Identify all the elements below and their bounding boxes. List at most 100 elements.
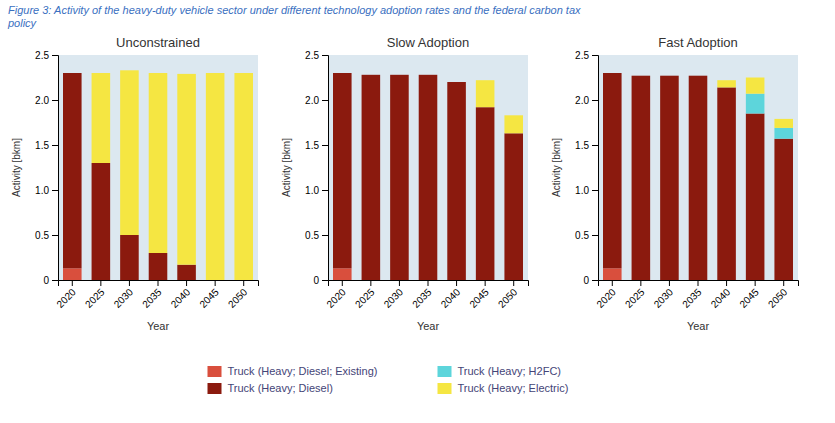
tick-mark xyxy=(52,190,58,191)
bar xyxy=(447,82,466,83)
bar xyxy=(149,253,168,280)
tick-label: 0 xyxy=(313,275,319,286)
tick: 1.0 xyxy=(575,185,598,196)
tick-label: 2040 xyxy=(169,286,193,310)
legend-swatch xyxy=(208,366,222,377)
bar xyxy=(63,73,82,268)
tick: 0 xyxy=(43,275,58,286)
tick: 2045 xyxy=(467,280,491,310)
bar xyxy=(632,75,651,76)
tick-label: 2045 xyxy=(197,286,221,310)
tick-mark xyxy=(52,280,58,281)
bar xyxy=(177,74,196,265)
tick-label: 2.5 xyxy=(35,50,49,61)
bar xyxy=(362,75,381,280)
bar xyxy=(746,78,765,94)
tick-mark xyxy=(783,280,784,286)
series xyxy=(746,94,793,139)
tick-mark xyxy=(215,280,216,286)
tick: 2030 xyxy=(112,280,136,310)
tick-label: 2020 xyxy=(324,286,348,310)
tick-mark xyxy=(726,280,727,286)
tick-mark xyxy=(399,280,400,286)
legend-swatch xyxy=(438,366,452,377)
tick-label: 0.5 xyxy=(35,230,49,241)
tick-label: 2030 xyxy=(652,286,676,310)
bar xyxy=(447,82,466,280)
tick: 2035 xyxy=(410,280,434,310)
bar xyxy=(390,74,409,75)
tick-label: 2.5 xyxy=(575,50,589,61)
tick: 2025 xyxy=(83,280,107,310)
bar xyxy=(746,94,765,114)
tick-mark xyxy=(52,145,58,146)
tick-label: 2040 xyxy=(439,286,463,310)
y-axis: 00.51.01.52.02.5 xyxy=(575,50,598,286)
tick: 2040 xyxy=(439,280,463,310)
tick-label: 2050 xyxy=(496,286,520,310)
tick: 2020 xyxy=(324,280,348,310)
bars xyxy=(603,73,793,280)
tick: 2045 xyxy=(197,280,221,310)
y-axis-title: Activity [bkm] xyxy=(281,138,292,197)
tick-mark xyxy=(669,280,670,286)
legend-swatch xyxy=(438,383,452,394)
bar xyxy=(603,73,622,74)
tick-mark xyxy=(52,100,58,101)
y-axis: 00.51.01.52.02.5 xyxy=(35,50,58,286)
bar xyxy=(149,73,168,253)
title: Figure 3: Activity of the heavy-duty veh… xyxy=(8,4,581,16)
x-axis-title: Year xyxy=(687,320,710,332)
tick: 2.0 xyxy=(35,95,58,106)
tick-label: 2030 xyxy=(112,286,136,310)
bar xyxy=(120,235,139,280)
bar xyxy=(92,73,111,163)
bar xyxy=(603,73,622,268)
tick: 2050 xyxy=(496,280,520,310)
tick: 2040 xyxy=(709,280,733,310)
bar xyxy=(689,76,708,280)
tick-mark xyxy=(322,145,328,146)
bar xyxy=(63,268,82,280)
tick-label: 2.5 xyxy=(305,50,319,61)
bar xyxy=(632,76,651,280)
tick-mark xyxy=(322,55,328,56)
tick-label: 2020 xyxy=(594,286,618,310)
tick: 1.5 xyxy=(35,140,58,151)
series xyxy=(63,268,82,280)
series xyxy=(603,268,622,280)
tick: 2030 xyxy=(382,280,406,310)
tick-mark xyxy=(755,280,756,286)
bar xyxy=(476,107,495,280)
tick-mark xyxy=(100,280,101,286)
panel: 00.51.01.52.02.5202020252030203520402045… xyxy=(11,35,259,332)
bar xyxy=(234,73,253,280)
bar xyxy=(362,74,381,75)
x-axis-title: Year xyxy=(147,320,170,332)
bar xyxy=(603,268,622,280)
bar xyxy=(333,268,352,280)
tick: 0.5 xyxy=(35,230,58,241)
bar xyxy=(717,87,736,280)
axis-line xyxy=(329,281,529,287)
tick-mark xyxy=(322,280,328,281)
legend-item: Truck (Heavy; Diesel) xyxy=(208,382,333,394)
x-axis: 2020202520302035204020452050 xyxy=(594,280,798,310)
bar xyxy=(476,80,495,107)
bar xyxy=(419,74,438,75)
bar xyxy=(603,73,622,74)
tick-mark xyxy=(158,280,159,286)
tick-label: 2040 xyxy=(709,286,733,310)
tick: 2035 xyxy=(680,280,704,310)
bar xyxy=(419,75,438,280)
tick-mark xyxy=(612,280,613,286)
tick-label: 0 xyxy=(583,275,589,286)
tick-mark xyxy=(428,280,429,286)
tick-mark xyxy=(322,100,328,101)
chart: Figure 3: Activity of the heavy-duty veh… xyxy=(0,0,835,423)
tick-mark xyxy=(513,280,514,286)
tick-mark xyxy=(322,235,328,236)
bar xyxy=(92,163,111,280)
y-axis: 00.51.01.52.02.5 xyxy=(305,50,328,286)
bar xyxy=(774,139,793,280)
